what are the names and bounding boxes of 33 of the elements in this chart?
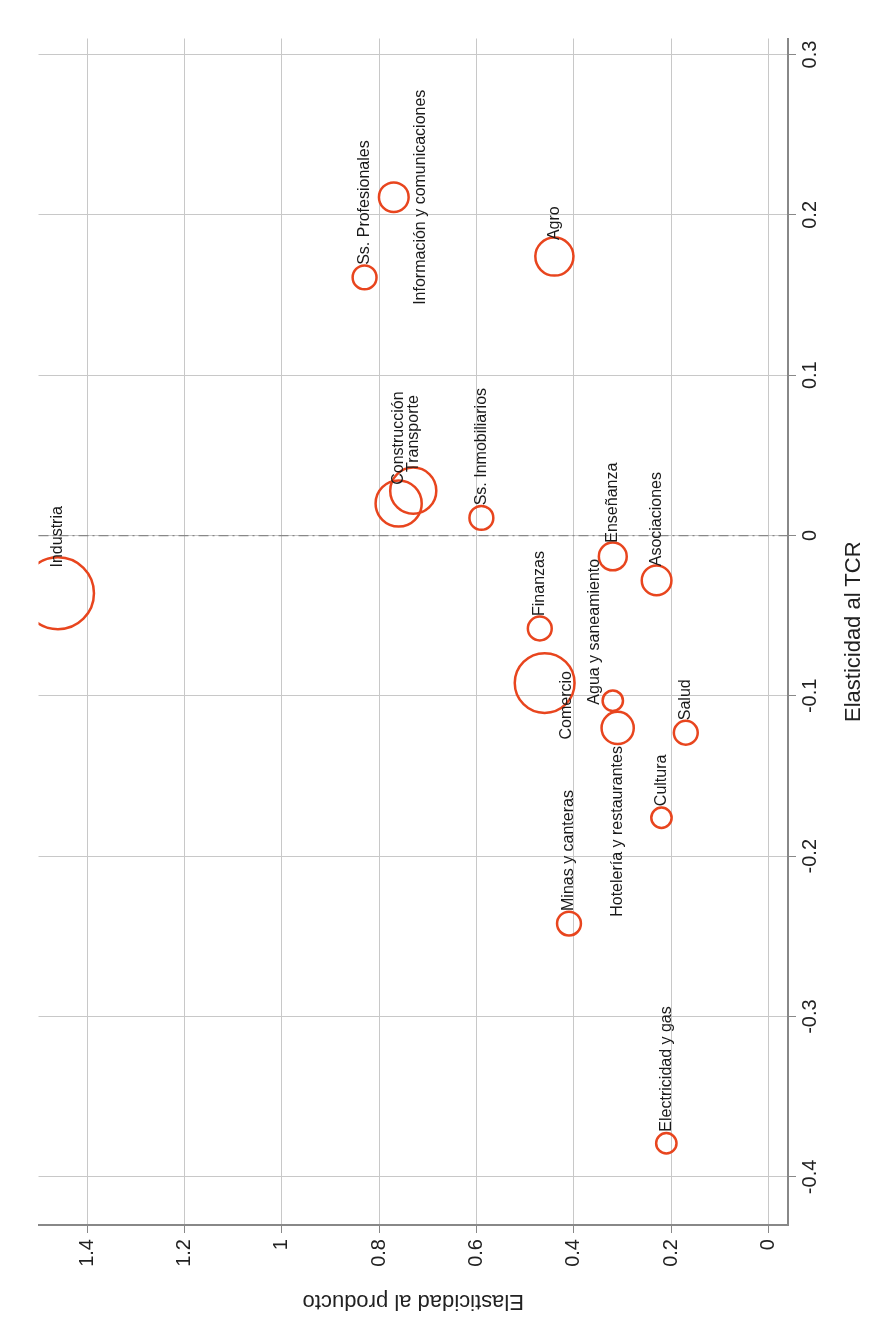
annotation: Minas y canteras [559, 790, 577, 911]
y-tick-label: 0.2 [797, 200, 820, 229]
annotation: Enseñanza [603, 462, 621, 543]
annotation: Hotelería y restaurantes [608, 746, 626, 917]
annotation: Información y comunicaciones [411, 89, 429, 305]
annotation: Agro [544, 206, 562, 241]
x-tick-label: 1 [269, 1239, 292, 1251]
annotation: Ss. Inmobiliarios [471, 387, 489, 506]
annotation: Salud [676, 679, 694, 721]
annotation: Asociaciones [647, 472, 664, 567]
y-tick-label: -0.2 [797, 838, 820, 874]
annotation: Ss. Profesionales [354, 140, 372, 265]
annotation: Electricidad y gas [656, 1006, 674, 1132]
x-tick-label: 0 [756, 1239, 779, 1251]
y-tick-label: 0.3 [797, 40, 820, 69]
annotation: Comercio [557, 670, 575, 740]
annotation: Agua y saneamiento [585, 558, 603, 705]
x-tick-label: 0.2 [658, 1239, 681, 1267]
annotation: Finanzas [530, 551, 548, 616]
annotation: Industria [48, 506, 66, 568]
x-axis-title: Elasticidad al producto [302, 1289, 524, 1315]
y-axis-title: Elasticidad al TCR [840, 541, 866, 723]
x-tick-label: 0.8 [366, 1239, 389, 1267]
y-tick-label: 0 [797, 529, 820, 542]
y-tick-label: -0.1 [797, 678, 820, 714]
y-tick-label: 0.1 [797, 361, 820, 390]
x-tick-label: 1.4 [74, 1239, 97, 1267]
x-tick-label: 0.6 [464, 1239, 487, 1267]
y-tick-label: -0.4 [797, 1159, 820, 1195]
x-tick-label: 0.4 [561, 1239, 584, 1267]
x-tick-label: 1.2 [172, 1239, 195, 1267]
y-tick-label: -0.3 [797, 999, 820, 1034]
annotation: Cultura [651, 754, 669, 807]
